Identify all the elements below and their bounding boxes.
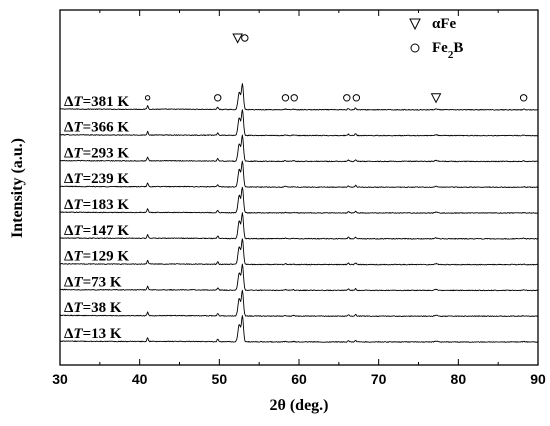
series-line-dT-293 xyxy=(59,134,538,163)
x-axis-ticks: 30 40 50 60 70 80 90 xyxy=(52,10,546,387)
fe2b-peak-marker xyxy=(144,95,151,101)
series-label-dT-13: ΔT=13 K xyxy=(64,326,122,342)
x-tick-label-80: 80 xyxy=(451,371,467,387)
x-tick-label-60: 60 xyxy=(291,371,307,387)
series-label-dT-38: ΔT=38 K xyxy=(64,300,122,316)
peak-markers xyxy=(144,33,528,104)
series-line-dT-239 xyxy=(59,160,538,189)
legend-fe2b-symbol xyxy=(410,43,420,53)
series-label-dT-381: ΔT=381 K xyxy=(64,94,129,110)
series-line-dT-366 xyxy=(59,109,538,137)
afe-peak-marker xyxy=(430,93,442,104)
fe2b-peak-marker xyxy=(281,94,290,102)
afe-peak-marker xyxy=(232,33,243,44)
series-line-dT-381 xyxy=(59,83,538,111)
series-label-dT-366: ΔT=366 K xyxy=(64,120,129,136)
x-tick-label-30: 30 xyxy=(52,371,68,387)
series-line-dT-38 xyxy=(59,289,539,318)
series-label-dT-239: ΔT=239 K xyxy=(64,171,129,187)
fe2b-peak-marker xyxy=(290,94,298,102)
series-line-dT-147 xyxy=(59,212,539,240)
x-tick-label-90: 90 xyxy=(530,371,546,387)
series-line-dT-73 xyxy=(59,263,539,292)
x-tick-label-70: 70 xyxy=(371,371,387,387)
series-label-dT-293: ΔT=293 K xyxy=(64,145,129,161)
series-line-dT-13 xyxy=(59,315,539,343)
legend-label-0: αFe xyxy=(432,16,457,32)
series-layer xyxy=(59,83,539,343)
x-tick-label-50: 50 xyxy=(212,371,228,387)
legend-label-1: Fe2B xyxy=(432,40,463,61)
fe2b-peak-marker xyxy=(352,94,361,102)
series-label-dT-73: ΔT=73 K xyxy=(64,274,122,290)
series-line-dT-183 xyxy=(59,186,538,214)
legend-afe-symbol xyxy=(409,18,421,31)
legend: αFe Fe2B xyxy=(409,16,463,61)
y-axis-title: Intensity (a.u.) xyxy=(9,138,26,238)
fe2b-peak-marker xyxy=(343,94,351,102)
series-line-dT-129 xyxy=(59,238,539,266)
series-label-dT-183: ΔT=183 K xyxy=(64,197,129,213)
fe2b-peak-marker xyxy=(214,94,222,102)
series-labels: ΔT=381 K ΔT=366 K ΔT=293 K ΔT=239 K ΔT=183 K… xyxy=(64,94,129,342)
x-axis-title: 2θ (deg.) xyxy=(269,397,328,414)
series-label-dT-147: ΔT=147 K xyxy=(64,223,129,239)
x-tick-label-40: 40 xyxy=(132,371,148,387)
fe2b-peak-marker xyxy=(241,34,249,42)
fe2b-peak-marker xyxy=(519,94,528,102)
series-label-dT-129: ΔT=129 K xyxy=(64,249,129,265)
